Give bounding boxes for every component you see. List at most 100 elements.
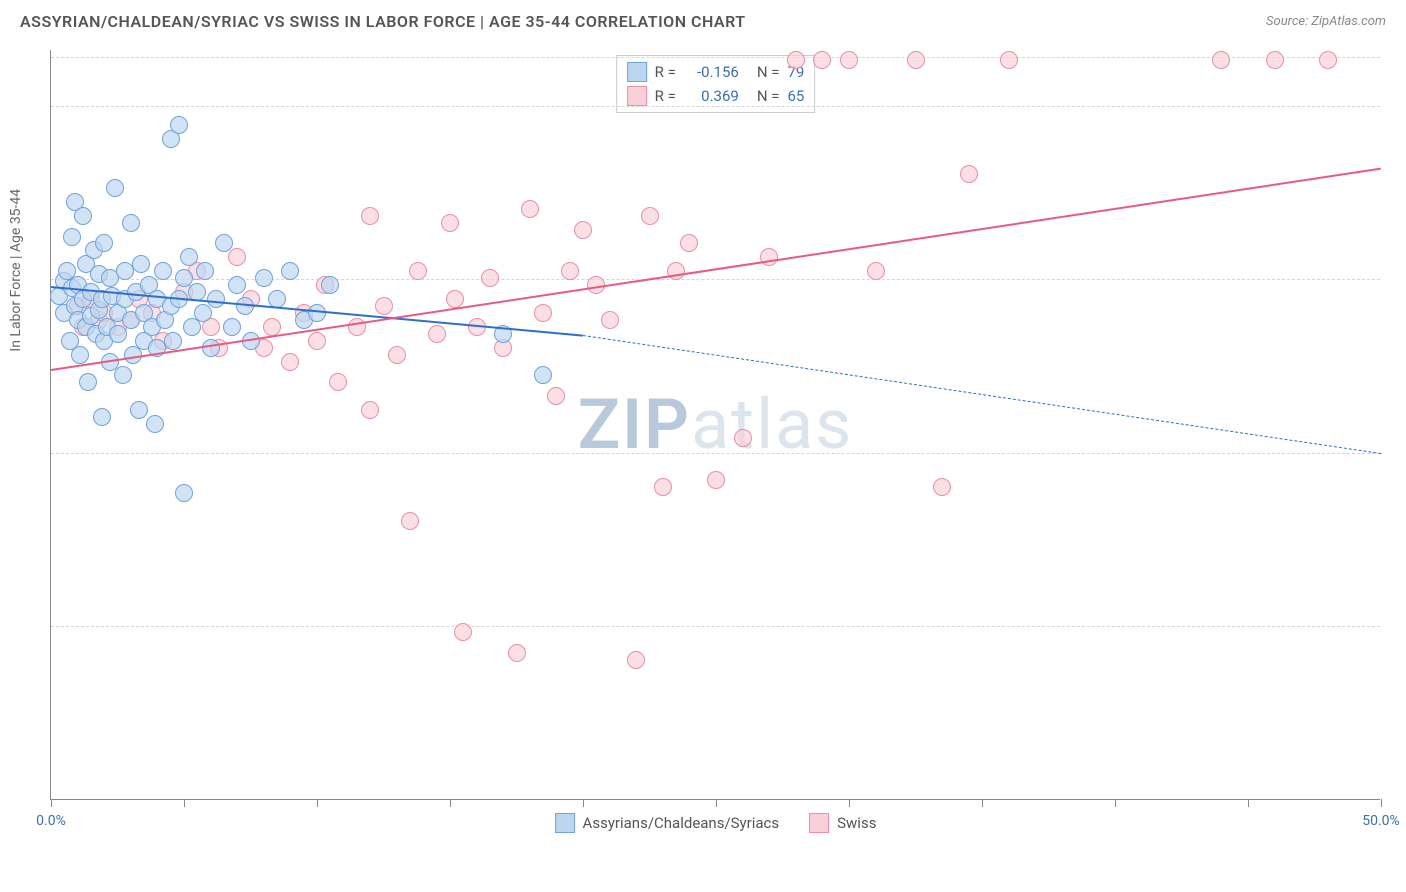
data-point <box>481 269 499 287</box>
data-point <box>601 311 619 329</box>
data-point <box>63 228 81 246</box>
data-point <box>361 401 379 419</box>
x-tick <box>317 799 318 807</box>
data-point <box>170 116 188 134</box>
data-point <box>574 221 592 239</box>
data-point <box>441 214 459 232</box>
legend-swatch <box>555 813 575 833</box>
data-point <box>1000 51 1018 69</box>
data-point <box>228 248 246 266</box>
gridline <box>51 57 1380 58</box>
legend-row: R =0.369N =65 <box>627 84 805 108</box>
chart-plot-area: In Labor Force | Age 35-44 ZIPatlas R =-… <box>50 50 1380 800</box>
data-point <box>154 262 172 280</box>
data-point <box>813 51 831 69</box>
data-point <box>654 478 672 496</box>
data-point <box>840 51 858 69</box>
data-point <box>1266 51 1284 69</box>
gridline <box>51 106 1380 107</box>
data-point <box>787 51 805 69</box>
x-tick <box>716 799 717 807</box>
data-point <box>409 262 427 280</box>
data-point <box>308 332 326 350</box>
data-point <box>321 276 339 294</box>
data-point <box>175 484 193 502</box>
data-point <box>375 297 393 315</box>
data-point <box>130 401 148 419</box>
data-point <box>734 429 752 447</box>
data-point <box>641 207 659 225</box>
data-point <box>627 651 645 669</box>
series-legend: Assyrians/Chaldeans/Syriacs Swiss <box>555 813 877 833</box>
data-point <box>348 318 366 336</box>
data-point <box>960 165 978 183</box>
data-point <box>867 262 885 280</box>
data-point <box>1319 51 1337 69</box>
x-tick <box>450 799 451 807</box>
trend-line <box>583 335 1381 454</box>
legend-item: Assyrians/Chaldeans/Syriacs <box>555 813 780 833</box>
data-point <box>428 325 446 343</box>
data-point <box>388 346 406 364</box>
data-point <box>1212 51 1230 69</box>
x-tick <box>849 799 850 807</box>
legend-swatch <box>627 86 647 106</box>
data-point <box>164 332 182 350</box>
data-point <box>79 373 97 391</box>
data-point <box>547 387 565 405</box>
data-point <box>207 290 225 308</box>
data-point <box>361 207 379 225</box>
data-point <box>196 262 214 280</box>
gridline <box>51 453 1380 454</box>
data-point <box>680 234 698 252</box>
data-point <box>446 290 464 308</box>
data-point <box>281 262 299 280</box>
legend-swatch <box>627 62 647 82</box>
x-tick <box>51 799 52 807</box>
data-point <box>401 512 419 530</box>
gridline <box>51 626 1380 627</box>
x-tick <box>1115 799 1116 807</box>
data-point <box>281 353 299 371</box>
x-tick <box>184 799 185 807</box>
legend-swatch <box>809 813 829 833</box>
data-point <box>95 234 113 252</box>
data-point <box>223 318 241 336</box>
y-axis-title: In Labor Force | Age 35-44 <box>8 188 24 351</box>
data-point <box>93 408 111 426</box>
data-point <box>263 318 281 336</box>
data-point <box>74 207 92 225</box>
x-tick-label: 50.0% <box>1362 813 1400 829</box>
data-point <box>329 373 347 391</box>
data-point <box>760 248 778 266</box>
data-point <box>109 325 127 343</box>
data-point <box>228 276 246 294</box>
data-point <box>114 366 132 384</box>
data-point <box>933 478 951 496</box>
data-point <box>508 644 526 662</box>
legend-row: R =-0.156N =79 <box>627 60 805 84</box>
data-point <box>255 269 273 287</box>
correlation-legend: R =-0.156N =79R =0.369N =65 <box>616 55 816 113</box>
legend-item: Swiss <box>809 813 876 833</box>
y-tick-label: 87.5% <box>1390 271 1406 287</box>
data-point <box>667 262 685 280</box>
x-tick <box>583 799 584 807</box>
data-point <box>534 304 552 322</box>
data-point <box>180 248 198 266</box>
chart-title: ASSYRIAN/CHALDEAN/SYRIAC VS SWISS IN LAB… <box>20 12 746 31</box>
x-tick-label: 0.0% <box>36 813 66 829</box>
data-point <box>71 346 89 364</box>
data-point <box>122 214 140 232</box>
data-point <box>707 471 725 489</box>
data-point <box>561 262 579 280</box>
data-point <box>132 255 150 273</box>
data-point <box>454 623 472 641</box>
data-point <box>146 415 164 433</box>
data-point <box>534 366 552 384</box>
data-point <box>907 51 925 69</box>
y-tick-label: 62.5% <box>1390 618 1406 634</box>
data-point <box>521 200 539 218</box>
data-point <box>215 234 233 252</box>
x-tick <box>1248 799 1249 807</box>
